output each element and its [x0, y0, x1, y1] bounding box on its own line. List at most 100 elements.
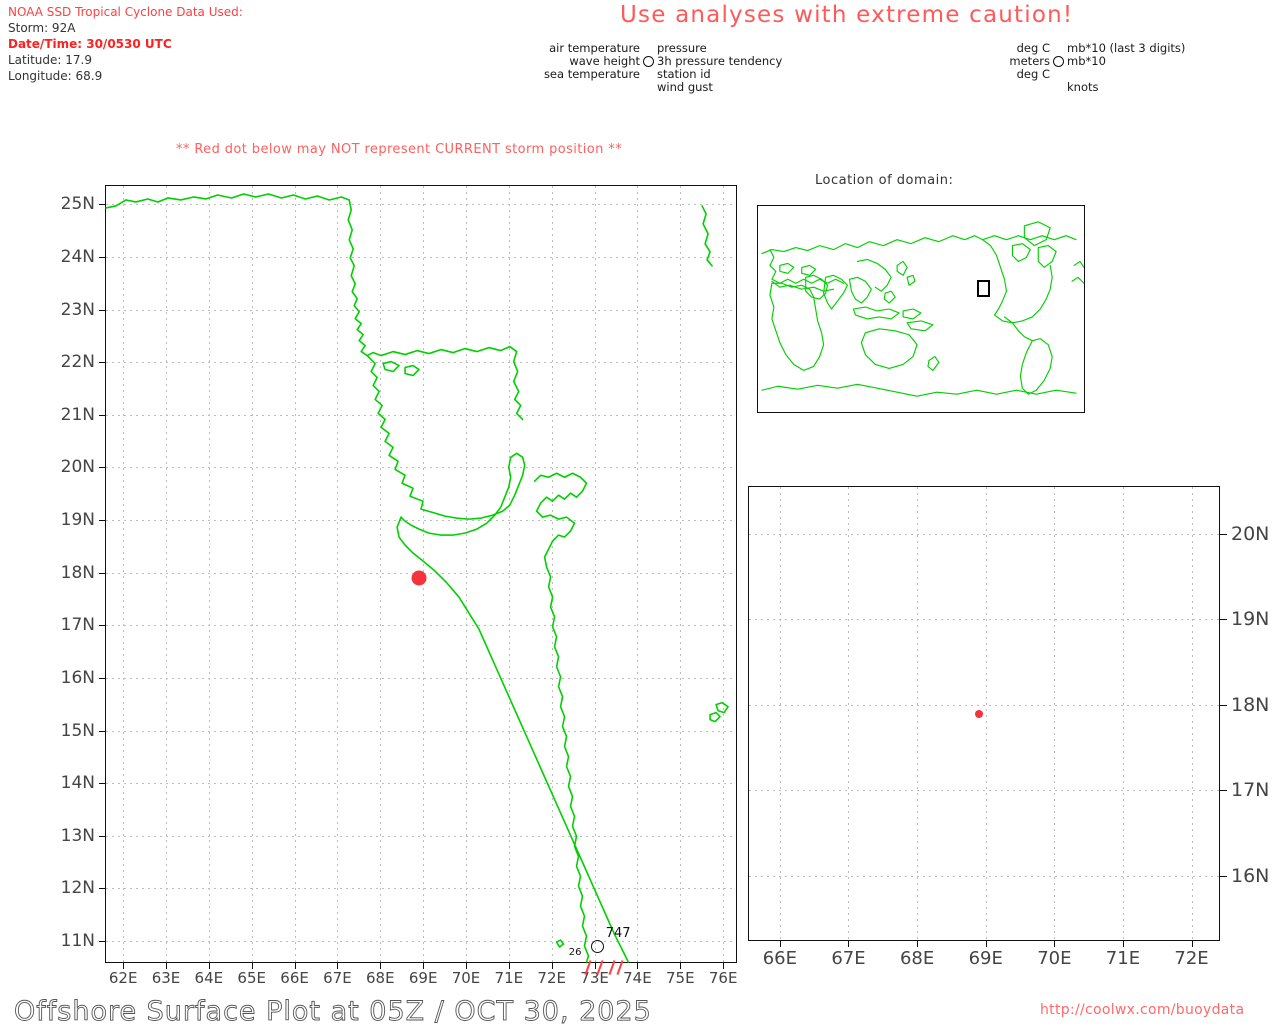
- gridline-vertical: [680, 186, 682, 962]
- y-axis-tick: [99, 783, 106, 785]
- source-url-link[interactable]: http://coolwx.com/buoydata: [1040, 1002, 1245, 1018]
- x-axis-label: 70E: [451, 969, 481, 987]
- station-wind-barb: [616, 960, 623, 976]
- gridline-vertical: [1054, 487, 1056, 940]
- gridline-vertical: [251, 186, 253, 962]
- data-source-label: NOAA SSD Tropical Cyclone Data Used:: [8, 5, 243, 19]
- x-axis-label: 64E: [194, 969, 224, 987]
- y-axis-tick: [99, 888, 106, 890]
- legend-wind-gust-unit: knots: [1067, 80, 1099, 94]
- gridline-vertical: [123, 186, 125, 962]
- station-model-parameter-legend: air temperature pressure wave height 3h …: [522, 42, 782, 94]
- station-wind-barb: [608, 960, 615, 976]
- x-axis-tick: [1054, 940, 1056, 947]
- x-axis-tick: [985, 940, 987, 947]
- gridline-vertical: [294, 186, 296, 962]
- x-axis-tick: [423, 962, 425, 969]
- x-axis-label: 71E: [494, 969, 524, 987]
- x-axis-tick: [1191, 940, 1193, 947]
- x-axis-label: 73E: [580, 969, 609, 987]
- y-axis-tick: [1219, 619, 1227, 621]
- storm-latitude-label: Latitude: 17.9: [8, 53, 92, 67]
- y-axis-label: 23N: [60, 299, 95, 320]
- x-axis-tick: [723, 962, 725, 969]
- y-axis-label: 18N: [60, 562, 95, 583]
- legend-sea-temperature-unit: deg C: [1016, 67, 1050, 81]
- x-axis-label: 62E: [108, 969, 138, 987]
- y-axis-tick: [1219, 534, 1227, 535]
- gridline-horizontal: [106, 362, 736, 364]
- x-axis-tick: [680, 962, 682, 969]
- gridline-horizontal: [106, 835, 736, 837]
- gridline-vertical: [466, 186, 467, 962]
- storm-position-marker[interactable]: [411, 570, 427, 586]
- gridline-horizontal: [106, 940, 736, 942]
- gridline-horizontal: [106, 467, 736, 469]
- x-axis-tick: [508, 962, 510, 969]
- legend-sea-temperature-label: sea temperature: [543, 67, 640, 81]
- gridline-horizontal: [106, 204, 736, 206]
- world-map-inset[interactable]: [757, 205, 1085, 413]
- gridline-horizontal: [106, 783, 736, 785]
- gridline-horizontal: [106, 677, 736, 679]
- station-circle-symbol: [590, 940, 604, 954]
- legend-air-temperature-label: air temperature: [549, 41, 640, 55]
- y-axis-label: 19N: [1231, 608, 1270, 631]
- y-axis-tick: [99, 835, 106, 837]
- legend-wave-height-label: wave height: [569, 54, 640, 68]
- gridline-horizontal: [106, 309, 736, 311]
- gridline-vertical: [848, 487, 850, 940]
- y-axis-label: 17N: [1231, 779, 1270, 802]
- domain-inset-title: Location of domain:: [815, 173, 954, 188]
- legend-pressure-tendency-unit: mb*10: [1067, 54, 1106, 68]
- zoom-storm-position-marker[interactable]: [974, 709, 983, 718]
- caution-banner: Use analyses with extreme caution!: [620, 2, 1074, 28]
- y-axis-label: 15N: [60, 720, 95, 741]
- gridline-vertical: [723, 186, 725, 962]
- x-axis-label: 67E: [323, 969, 352, 987]
- y-axis-label: 11N: [60, 930, 95, 951]
- y-axis-label: 20N: [1231, 523, 1270, 545]
- x-axis-label: 76E: [708, 969, 738, 987]
- storm-datetime-label: Date/Time: 30/0530 UTC: [8, 37, 172, 51]
- x-axis-tick: [337, 962, 339, 969]
- main-map-panel[interactable]: 747 26 62E 63E 64E 65E 66E 67E 68E 69E 70E 71E 72E…: [61, 185, 737, 987]
- storm-position-warning: ** Red dot below may NOT represent CURRE…: [176, 142, 623, 157]
- y-axis-label: 25N: [60, 194, 95, 215]
- x-axis-tick: [551, 962, 553, 969]
- gridline-vertical: [551, 186, 553, 962]
- legend-pressure-unit: mb*10 (last 3 digits): [1067, 41, 1186, 55]
- gridline-vertical: [917, 487, 919, 940]
- x-axis-label: 70E: [1037, 948, 1072, 969]
- station-pressure-value: 747: [605, 926, 631, 942]
- y-axis-label: 16N: [60, 667, 95, 688]
- y-axis-label: 22N: [60, 352, 95, 373]
- storm-longitude-label: Longitude: 68.9: [8, 69, 103, 83]
- x-axis-label: 66E: [280, 969, 309, 987]
- gridline-vertical: [985, 487, 987, 940]
- x-axis-label: 66E: [762, 948, 798, 969]
- zoom-map-panel[interactable]: 66E 67E 68E 69E 70E 71E 72E 16N 17N 18N 19N 20N: [748, 486, 1269, 969]
- x-axis-tick: [123, 962, 125, 969]
- y-axis-tick: [99, 940, 106, 942]
- gridline-vertical: [1191, 487, 1193, 940]
- y-axis-tick: [99, 677, 106, 679]
- y-axis-label: 19N: [60, 510, 95, 531]
- world-map-coastline: [761, 221, 1084, 397]
- gridline-vertical: [637, 186, 639, 962]
- y-axis-tick: [1219, 704, 1227, 706]
- x-axis-label: 72E: [537, 969, 566, 987]
- x-axis-label: 69E: [408, 969, 438, 987]
- y-axis-tick: [99, 625, 106, 627]
- x-axis-label: 74E: [623, 969, 652, 987]
- gridline-vertical: [208, 186, 210, 962]
- gridline-horizontal: [749, 875, 1219, 877]
- y-axis-label: 24N: [60, 247, 95, 268]
- x-axis-tick: [380, 962, 382, 969]
- gridline-horizontal: [749, 704, 1219, 706]
- gridline-horizontal: [106, 257, 736, 259]
- legend-wind-gust-label: wind gust: [657, 80, 713, 94]
- y-axis-tick: [99, 520, 106, 522]
- gridline-vertical: [779, 487, 781, 940]
- gridline-horizontal: [106, 625, 736, 627]
